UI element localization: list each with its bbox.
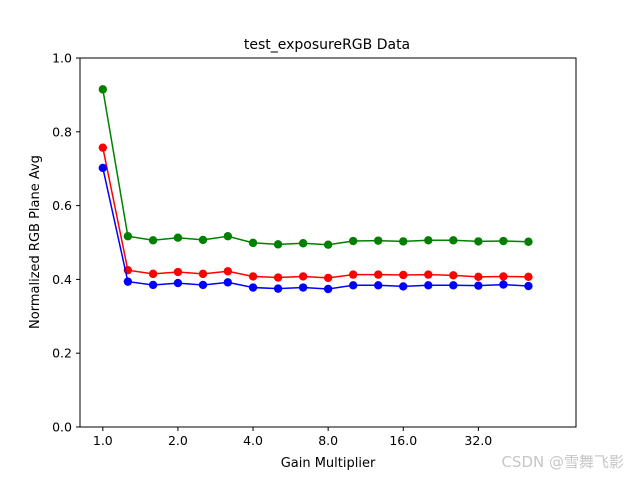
data-point (248, 283, 258, 292)
series-layer (98, 85, 533, 294)
data-point (348, 281, 358, 290)
data-point (223, 278, 233, 287)
data-point (248, 238, 258, 248)
data-point (348, 270, 358, 279)
x-tick-label: 1.0 (93, 433, 113, 448)
x-tick-label: 16.0 (389, 433, 417, 448)
data-point (399, 282, 408, 291)
data-point (474, 281, 483, 290)
y-tick-label: 0.4 (52, 272, 72, 287)
data-point (173, 278, 183, 288)
x-axis: 1.0 2.0 4.0 8.0 16.0 32.0 (93, 427, 492, 448)
data-point (499, 236, 508, 246)
data-point (449, 236, 458, 245)
series-blue (98, 163, 533, 294)
data-point (524, 237, 533, 246)
data-point (524, 272, 533, 282)
y-tick-label: 1.0 (52, 51, 72, 66)
data-point (198, 280, 208, 290)
data-point (298, 283, 308, 292)
data-point (499, 272, 508, 281)
y-tick-label: 0.8 (52, 124, 72, 139)
y-tick-label: 0.6 (52, 198, 72, 213)
data-point (98, 143, 108, 152)
data-point (273, 273, 283, 282)
data-point (273, 240, 283, 249)
data-point (424, 270, 433, 279)
data-point (374, 270, 383, 279)
data-point (323, 273, 333, 283)
data-point (148, 236, 158, 245)
data-point (148, 280, 158, 290)
data-point (323, 240, 333, 249)
data-point (298, 239, 308, 248)
data-point (399, 237, 408, 246)
data-point (98, 163, 108, 173)
data-point (173, 267, 183, 277)
data-point (198, 269, 208, 279)
data-point (424, 236, 433, 245)
data-point (524, 281, 533, 291)
y-axis: 0.0 0.2 0.4 0.6 0.8 1.0 (52, 51, 80, 435)
chart-title: test_exposureRGB Data (244, 37, 410, 53)
data-point (399, 270, 408, 280)
x-tick-label: 2.0 (168, 433, 188, 448)
data-point (198, 235, 208, 245)
data-point (474, 237, 483, 246)
data-point (374, 281, 383, 290)
data-point (348, 236, 358, 246)
watermark: CSDN @雪舞飞影 (501, 453, 624, 471)
data-point (223, 267, 233, 276)
data-point (298, 272, 308, 281)
data-point (123, 277, 133, 286)
y-axis-label: Normalized RGB Plane Avg (28, 155, 43, 329)
y-tick-label: 0.0 (52, 420, 72, 435)
data-point (123, 232, 133, 241)
data-point (273, 284, 283, 293)
data-point (424, 281, 433, 290)
x-tick-label: 32.0 (464, 433, 492, 448)
data-point (323, 284, 333, 294)
data-point (449, 271, 458, 280)
data-point (173, 233, 183, 242)
x-axis-label: Gain Multiplier (281, 456, 376, 471)
data-point (98, 85, 108, 94)
x-tick-label: 8.0 (318, 433, 338, 448)
data-point (374, 236, 383, 245)
data-point (148, 269, 158, 279)
data-point (248, 272, 258, 281)
data-point (499, 280, 508, 289)
series-red (98, 143, 533, 283)
data-point (474, 272, 483, 282)
data-point (223, 232, 233, 241)
x-tick-label: 4.0 (243, 433, 263, 448)
data-point (449, 281, 458, 290)
series-green (98, 85, 533, 249)
y-tick-label: 0.2 (52, 346, 72, 361)
